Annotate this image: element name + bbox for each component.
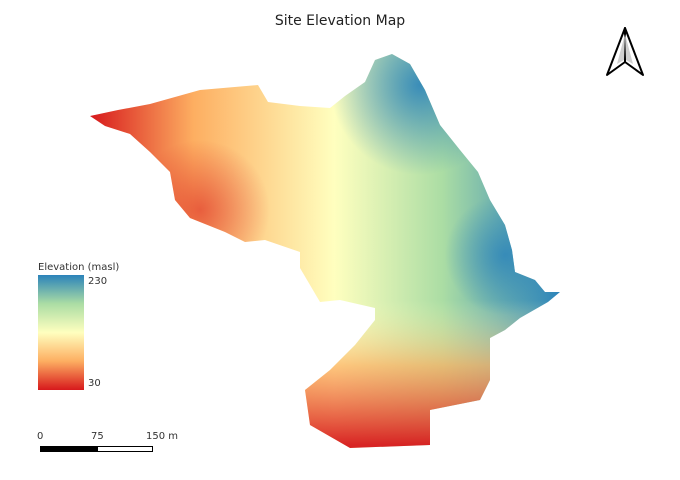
scale-bar: [40, 446, 153, 452]
scale-label-75: 75: [91, 431, 104, 442]
legend-title: Elevation (masl): [38, 262, 120, 273]
north-arrow-icon: [606, 27, 644, 76]
scale-bar-black-segment: [40, 446, 97, 452]
elevation-raster: [90, 54, 560, 448]
scale-bar-white-segment: [97, 446, 153, 452]
legend-min-label: 30: [88, 378, 101, 389]
legend-color-ramp: [38, 275, 84, 390]
scale-label-0: 0: [37, 431, 44, 442]
legend-max-label: 230: [88, 276, 108, 287]
scale-label-150: 150 m: [146, 431, 179, 442]
map-title: Site Elevation Map: [274, 13, 406, 29]
